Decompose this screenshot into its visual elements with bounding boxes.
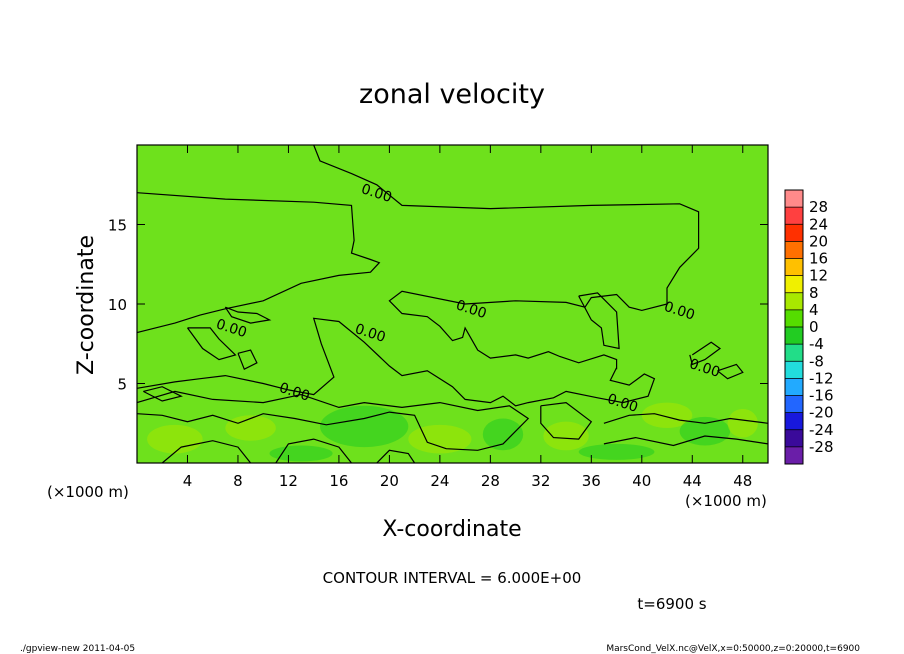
footer-right: MarsCond_VelX.nc@VelX,x=0:50000,z=0:2000… — [606, 644, 860, 654]
colorbar-swatch — [785, 327, 803, 345]
plot-area: 0.000.00 0.000.00 0.000.000.00 0.00 — [136, 144, 769, 464]
colorbar-swatch — [785, 275, 803, 293]
shading-blob — [679, 416, 731, 446]
footer-left: ./gpview-new 2011-04-05 — [20, 644, 135, 654]
colorbar-label: 8 — [809, 284, 819, 302]
x-tick-label: 20 — [380, 472, 399, 490]
colorbar-label: 28 — [809, 198, 828, 216]
colorbar-label: 4 — [809, 301, 819, 319]
x-tick-label: 28 — [481, 472, 500, 490]
colorbar-swatch — [785, 190, 803, 208]
shading-blob — [408, 424, 472, 454]
contour-line — [313, 144, 700, 370]
contour-line — [224, 306, 272, 324]
x-tick-label: 48 — [733, 472, 752, 490]
contour-line — [540, 401, 593, 440]
x-tick-label: 24 — [430, 472, 449, 490]
colorbar-label: -12 — [809, 369, 834, 387]
x-unit-right: (×1000 m) — [685, 492, 767, 510]
contour-line — [136, 192, 381, 334]
x-unit-left: (×1000 m) — [47, 483, 129, 501]
colorbar-swatch — [785, 224, 803, 242]
colorbar-swatch — [785, 241, 803, 259]
x-tick-label: 8 — [233, 472, 243, 490]
contour-line — [275, 438, 352, 464]
y-tick-label: 10 — [108, 296, 127, 314]
colorbar-swatch — [785, 258, 803, 276]
colorbar-label: 0 — [809, 318, 819, 336]
contour-line — [187, 327, 237, 361]
x-tick-label: 16 — [329, 472, 348, 490]
contour-line — [603, 435, 769, 447]
colorbar-swatch — [785, 446, 803, 464]
contour-line — [603, 413, 769, 424]
x-tick-label: 12 — [279, 472, 298, 490]
y-tick-label: 15 — [108, 217, 127, 235]
x-tick-label: 32 — [531, 472, 550, 490]
x-tick-label: 4 — [183, 472, 193, 490]
shading-blob — [543, 421, 589, 451]
shading-blob — [225, 415, 276, 441]
contour-line — [143, 386, 183, 402]
colorbar-swatch — [785, 395, 803, 413]
shading-blob — [319, 405, 409, 448]
y-tick-label: 5 — [117, 376, 127, 394]
colorbar-swatch — [785, 344, 803, 362]
colorbar-swatch — [785, 429, 803, 447]
contour-line — [237, 349, 258, 371]
x-tick-label: 44 — [683, 472, 702, 490]
field-shading — [147, 402, 758, 462]
shading-blob — [641, 402, 693, 429]
contour-line — [136, 390, 530, 451]
shading-blob — [147, 424, 203, 454]
time-label: t=6900 s — [637, 595, 706, 613]
x-tick-label: 40 — [632, 472, 651, 490]
contour-line — [578, 292, 620, 350]
colorbar-label: -28 — [809, 438, 834, 456]
x-tick-label: 36 — [582, 472, 601, 490]
colorbar-label: 24 — [809, 215, 828, 233]
y-axis-label: Z-coordinate — [74, 235, 99, 375]
contour-line — [376, 449, 416, 464]
colorbar-swatch — [785, 207, 803, 225]
colorbar-swatch — [785, 412, 803, 430]
colorbar-swatch — [785, 361, 803, 379]
colorbar-label: -4 — [809, 335, 824, 353]
contour-line — [717, 363, 744, 380]
colorbar-label: -8 — [809, 352, 824, 370]
colorbar-label: 16 — [809, 250, 828, 268]
colorbar-label: 12 — [809, 267, 828, 285]
x-axis-label: X-coordinate — [382, 517, 521, 542]
colorbar-swatch — [785, 378, 803, 396]
colorbar-label: -20 — [809, 404, 834, 422]
x-axis-ticks: 4 8 12 16 20 24 28 32 36 40 44 48 — [183, 145, 752, 490]
colorbar-swatch — [785, 292, 803, 310]
contour-interval: CONTOUR INTERVAL = 6.000E+00 — [323, 569, 582, 587]
colorbar-label: 20 — [809, 232, 828, 250]
contour-line — [161, 440, 252, 464]
colorbar-label: -24 — [809, 421, 834, 439]
shading-blob — [482, 418, 524, 451]
contour-line — [689, 341, 722, 366]
colorbar-swatch — [785, 309, 803, 327]
colorbar-label: -16 — [809, 387, 834, 405]
chart-title: zonal velocity — [359, 79, 545, 110]
contour-lines — [136, 144, 769, 464]
shading-blob — [727, 408, 758, 438]
shading-blob — [578, 443, 655, 460]
contour-line — [136, 317, 656, 407]
y-axis-ticks: 5 10 15 — [108, 217, 768, 394]
